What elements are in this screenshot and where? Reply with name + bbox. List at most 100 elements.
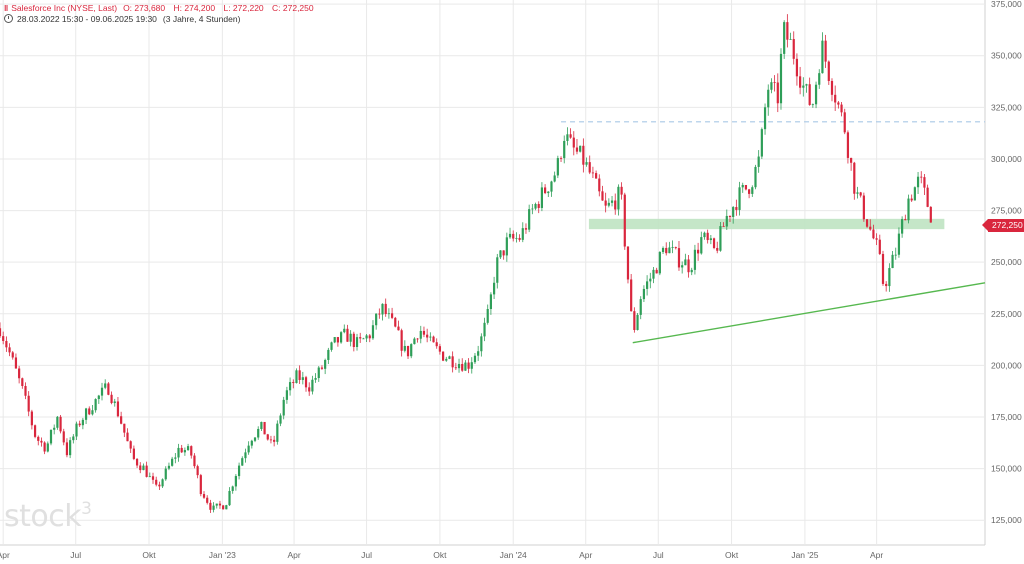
candle-body xyxy=(805,84,808,86)
candle-body xyxy=(365,335,368,339)
candle-body xyxy=(824,40,827,62)
candle-body xyxy=(88,408,91,415)
candle-body xyxy=(445,358,448,361)
candle-body xyxy=(894,254,897,256)
candle-body xyxy=(327,349,330,360)
candle-body xyxy=(556,158,559,176)
candle-body xyxy=(333,337,336,343)
candle-body xyxy=(748,189,751,194)
candle-body xyxy=(196,466,199,476)
candle-body xyxy=(473,355,477,363)
close-value: C: 272,250 xyxy=(272,3,314,13)
candle-body xyxy=(177,447,180,458)
candle-body xyxy=(751,187,754,194)
candle-body xyxy=(559,158,563,159)
y-tick-label: 325,000 xyxy=(991,102,1022,112)
candle-body xyxy=(649,278,652,282)
candle-body xyxy=(292,382,295,384)
candle-body xyxy=(298,370,301,380)
candle-body xyxy=(709,238,712,241)
x-tick-label: Apr xyxy=(287,550,300,560)
candle-body xyxy=(215,503,218,506)
candle-body xyxy=(429,336,432,338)
candle-body xyxy=(279,415,282,424)
candle-body xyxy=(241,458,244,466)
candle-body xyxy=(792,39,795,59)
candle-body xyxy=(642,288,646,300)
candle-body xyxy=(174,457,177,459)
candle-body xyxy=(438,346,442,352)
candle-body xyxy=(145,465,148,477)
candle-body xyxy=(681,265,684,268)
candle-body xyxy=(46,443,49,452)
x-tick-label: Jan '25 xyxy=(791,550,818,560)
candle-body xyxy=(107,383,110,395)
candle-body xyxy=(830,80,834,95)
candle-body xyxy=(222,505,225,510)
candle-body xyxy=(263,421,266,435)
candle-body xyxy=(228,490,231,506)
y-axis: 125,000 150,000 175,000 200,000 225,000 250,0… xyxy=(991,0,1022,525)
candle-body xyxy=(665,247,668,254)
candle-body xyxy=(209,502,212,510)
candle-body xyxy=(706,232,709,241)
candle-body xyxy=(2,336,5,341)
candle-body xyxy=(269,439,273,441)
candle-body xyxy=(193,455,196,467)
candle-body xyxy=(368,335,371,339)
candle-body xyxy=(470,362,473,369)
candle-body xyxy=(441,351,445,361)
candle-body xyxy=(684,259,687,266)
candle-body xyxy=(607,202,610,206)
x-axis: Apr Jul Okt Jan '23 Apr Jul Okt Jan '24 Apr Jul Ok… xyxy=(0,550,883,560)
candle-body xyxy=(355,337,359,348)
x-tick-label: Jul xyxy=(361,550,372,560)
candle-body xyxy=(381,303,384,315)
candle-body xyxy=(623,194,626,247)
candle-body xyxy=(489,294,493,310)
annotations-front xyxy=(632,282,986,344)
candle-body xyxy=(135,458,139,466)
candle-body xyxy=(132,448,135,459)
candle-body xyxy=(339,332,343,343)
candle-body xyxy=(183,450,186,453)
candle-body xyxy=(413,338,416,345)
candle-body xyxy=(218,503,222,506)
y-tick-label: 175,000 xyxy=(991,412,1022,422)
candle-body xyxy=(808,84,811,105)
candle-body xyxy=(591,172,595,174)
x-tick-label: Apr xyxy=(0,550,10,560)
x-tick-label: Okt xyxy=(433,550,447,560)
candle-body xyxy=(116,401,120,417)
candle-body xyxy=(212,505,215,510)
candle-body xyxy=(853,162,856,194)
instrument-title: Salesforce Inc (NYSE, Last) xyxy=(11,3,118,13)
candlesticks xyxy=(0,14,932,513)
candle-body xyxy=(776,82,779,104)
candle-body xyxy=(448,356,451,359)
candle-body xyxy=(671,247,674,248)
candle-body xyxy=(142,465,145,471)
candle-body xyxy=(352,333,355,348)
candle-body xyxy=(795,58,799,77)
candle-body xyxy=(614,200,617,210)
candle-body xyxy=(716,247,719,251)
candle-body xyxy=(901,219,904,234)
candle-body xyxy=(139,465,142,471)
candle-body xyxy=(120,416,123,424)
candle-body xyxy=(320,367,324,369)
candle-body xyxy=(432,336,435,343)
candle-body xyxy=(464,362,467,371)
candle-body xyxy=(199,475,202,495)
x-tick-label: Jan '24 xyxy=(500,550,527,560)
candle-body xyxy=(595,173,598,179)
candle-body xyxy=(655,269,658,274)
candle-body xyxy=(21,378,24,386)
candle-body xyxy=(700,237,703,254)
candle-body xyxy=(885,283,888,287)
candle-body xyxy=(477,351,480,356)
candlestick-icon: ‖ xyxy=(4,3,9,13)
candle-body xyxy=(237,465,241,477)
candle-body xyxy=(512,233,515,239)
